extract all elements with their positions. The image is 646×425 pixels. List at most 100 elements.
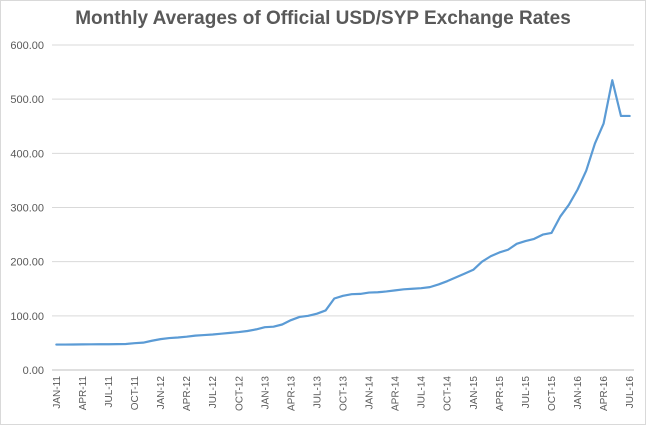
y-tick-label: 300.00 <box>10 203 44 215</box>
x-tick-label: APR-11 <box>78 376 89 411</box>
x-axis-labels: JAN-11 APR-11 JUL-11 OCT-11 JAN-12 APR-12 JUL-… <box>52 376 636 411</box>
y-tick-label: 100.00 <box>10 311 44 323</box>
data-point <box>403 288 405 290</box>
data-point <box>533 238 535 240</box>
data-point <box>351 293 353 295</box>
data-point <box>229 332 231 334</box>
data-point <box>107 343 109 345</box>
data-point <box>490 255 492 257</box>
data-point <box>134 342 136 344</box>
x-tick-label: JAN-15 <box>469 376 480 410</box>
x-tick-label: APR-13 <box>286 376 297 411</box>
data-point <box>73 343 75 345</box>
x-tick-label: APR-14 <box>391 376 402 411</box>
chart-title: Monthly Averages of Official USD/SYP Exc… <box>75 8 571 29</box>
data-point <box>307 315 309 317</box>
data-point <box>394 289 396 291</box>
data-point <box>446 280 448 282</box>
x-tick-label: JAN-12 <box>156 376 167 410</box>
x-tick-label: APR-12 <box>182 376 193 411</box>
data-point <box>368 292 370 294</box>
data-point <box>464 273 466 275</box>
y-tick-label: 500.00 <box>10 94 44 106</box>
data-point <box>507 249 509 251</box>
x-tick-label: APR-16 <box>599 376 610 411</box>
series-layer <box>55 79 631 346</box>
data-point <box>203 334 205 336</box>
data-point <box>524 240 526 242</box>
data-point <box>342 295 344 297</box>
data-point <box>168 337 170 339</box>
x-tick-label: JAN-14 <box>365 376 376 410</box>
x-tick-label: JUL-12 <box>208 376 219 409</box>
data-point <box>212 334 214 336</box>
x-tick-label: JUL-14 <box>417 376 428 409</box>
data-point <box>246 330 248 332</box>
data-point <box>455 276 457 278</box>
data-point <box>90 343 92 345</box>
x-tick-label: JUL-13 <box>312 376 323 409</box>
data-point <box>264 326 266 328</box>
x-tick-label: APR-15 <box>495 376 506 411</box>
x-tick-label: OCT-13 <box>339 376 350 411</box>
data-point <box>55 344 57 346</box>
data-point <box>429 286 431 288</box>
data-point <box>359 293 361 295</box>
data-point <box>325 309 327 311</box>
data-point <box>377 291 379 293</box>
data-point <box>385 290 387 292</box>
x-tick-label: OCT-15 <box>547 376 558 411</box>
data-point <box>238 331 240 333</box>
data-point <box>186 336 188 338</box>
data-point <box>281 324 283 326</box>
data-point <box>542 234 544 236</box>
x-tick-label: OCT-12 <box>234 376 245 411</box>
data-point <box>81 343 83 345</box>
data-point <box>438 283 440 285</box>
x-tick-label: JUL-16 <box>625 376 636 409</box>
data-point <box>594 143 596 145</box>
data-point <box>481 261 483 263</box>
data-point <box>611 79 613 81</box>
data-point <box>472 269 474 271</box>
data-point <box>333 298 335 300</box>
x-tick-label: JUL-15 <box>521 376 532 409</box>
x-tick-label: OCT-14 <box>443 376 454 411</box>
y-tick-label: 600.00 <box>10 40 44 52</box>
data-point <box>629 115 631 117</box>
data-point <box>220 333 222 335</box>
data-point <box>577 189 579 191</box>
data-point <box>299 316 301 318</box>
data-point <box>116 343 118 345</box>
gridlines <box>52 44 634 371</box>
y-tick-label: 0.00 <box>23 365 44 377</box>
data-point <box>177 337 179 339</box>
x-tick-label: JAN-13 <box>260 376 271 410</box>
data-point <box>125 343 127 345</box>
data-point <box>160 338 162 340</box>
data-point <box>620 115 622 117</box>
data-point <box>273 326 275 328</box>
data-point <box>255 328 257 330</box>
x-tick-label: JAN-16 <box>573 376 584 410</box>
data-point <box>194 335 196 337</box>
data-point <box>64 344 66 346</box>
data-point <box>498 251 500 253</box>
data-point <box>516 243 518 245</box>
data-point <box>99 343 101 345</box>
data-point <box>603 123 605 125</box>
data-point <box>550 232 552 234</box>
data-point <box>316 313 318 315</box>
x-tick-label: JUL-11 <box>104 376 115 408</box>
series-line <box>55 79 631 346</box>
data-point <box>585 170 587 172</box>
data-point <box>568 204 570 206</box>
data-point <box>420 287 422 289</box>
y-tick-label: 400.00 <box>10 148 44 160</box>
data-point <box>151 340 153 342</box>
x-tick-label: JAN-11 <box>52 376 63 409</box>
data-point <box>411 288 413 290</box>
y-axis-labels: 0.00 100.00 200.00 300.00 400.00 500.00 600.00 <box>10 40 44 377</box>
y-tick-label: 200.00 <box>10 257 44 269</box>
